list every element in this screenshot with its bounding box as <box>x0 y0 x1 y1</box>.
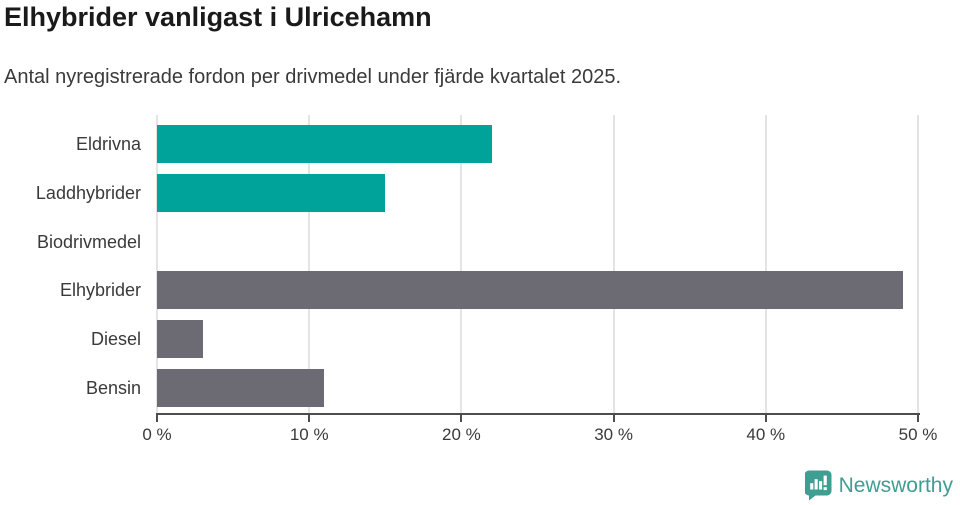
x-tick-label: 40 % <box>746 425 786 444</box>
x-axis-tick <box>156 415 158 422</box>
y-axis-label: Bensin <box>85 378 141 398</box>
x-axis-tick <box>917 415 919 422</box>
x-tick-label: 20 % <box>442 425 481 444</box>
bar <box>157 173 386 212</box>
gridline <box>764 115 767 413</box>
x-axis-tick <box>308 415 311 422</box>
gridline <box>917 115 919 413</box>
newsworthy-logo-text: Newsworthy <box>838 473 953 497</box>
gridline <box>460 115 463 413</box>
y-axis-label: Laddhybrider <box>35 182 141 203</box>
bar <box>157 369 325 407</box>
x-axis-tick <box>612 415 615 422</box>
y-axis-labels: Eldrivna Laddhybrider Biodrivmedel Elhybrid… <box>0 115 141 415</box>
x-axis-tick <box>460 415 463 422</box>
newsworthy-logo-icon <box>804 470 832 501</box>
y-axis-label: Eldrivna <box>75 134 141 154</box>
x-tick-label: 50 % <box>898 425 938 444</box>
chart-title: Elhybrider vanligast i Ulricehamn <box>4 2 432 32</box>
gridline <box>308 115 311 413</box>
bar <box>157 271 903 310</box>
chart-subtitle: Antal nyregistrerade fordon per drivmede… <box>4 66 622 88</box>
x-axis-line <box>156 413 920 415</box>
y-axis-label: Elhybrider <box>59 280 141 301</box>
brand-footer: Newsworthy <box>804 470 953 501</box>
x-tick-label: 10 % <box>289 425 329 444</box>
gridline <box>156 115 158 413</box>
x-tick-label: 30 % <box>594 425 633 444</box>
gridline <box>612 115 615 413</box>
y-axis-label: Biodrivmedel <box>36 231 141 252</box>
bar <box>157 320 203 359</box>
plot-area <box>156 115 919 413</box>
y-axis-label: Diesel <box>90 329 141 350</box>
x-tick-label: 0 % <box>142 425 172 444</box>
bar <box>157 125 492 163</box>
x-axis-tick <box>764 415 767 422</box>
